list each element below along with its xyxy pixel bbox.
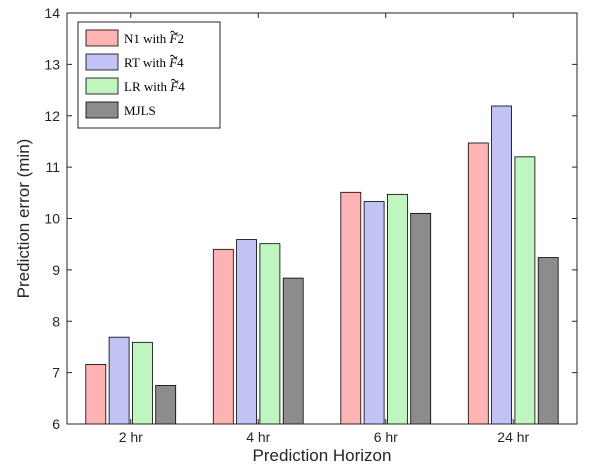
bar-1-3	[491, 105, 513, 425]
bar-0-2	[340, 191, 362, 425]
x-axis: 2 hr 4 hr 6 hr 24 hr	[119, 13, 530, 445]
legend-label-symbol: F	[169, 31, 179, 46]
bar-0-1	[212, 248, 234, 425]
legend-label-0: N1 with F2	[124, 31, 184, 46]
legend-label-main: MJLS	[124, 103, 156, 118]
x-tick-label: 6 hr	[374, 429, 398, 445]
y-axis: 6 7 8 9 10 11 12 13 14	[44, 5, 577, 432]
y-tick-label: 14	[44, 5, 60, 21]
legend-label-subscript: 4	[177, 55, 184, 70]
y-tick-label: 7	[52, 365, 60, 381]
bar-1-1	[236, 239, 258, 425]
y-tick-label: 12	[44, 108, 60, 124]
x-axis-label: Prediction Horizon	[253, 446, 392, 465]
bar-1-2	[363, 201, 385, 425]
bar-3-3	[537, 257, 559, 425]
legend-label-symbol: F	[168, 55, 178, 70]
legend-swatch-3	[85, 101, 119, 119]
tilde-accent	[170, 30, 179, 35]
bar-3-1	[282, 277, 304, 425]
legend-label-subscript: 2	[177, 31, 184, 46]
bar-2-3	[514, 156, 536, 425]
legend-swatch-2	[85, 77, 119, 95]
legend-label-main: N1 with	[124, 31, 170, 46]
legend-label-1: RT with F4	[124, 55, 184, 70]
bar-0-3	[467, 142, 489, 425]
bar-0-0	[85, 364, 107, 425]
bar-2-1	[259, 243, 281, 425]
y-axis-label: Prediction error (min)	[14, 139, 33, 299]
bars-group	[85, 105, 559, 425]
legend-label-symbol: F	[169, 79, 179, 94]
x-tick-label: 4 hr	[246, 429, 270, 445]
tilde-accent	[170, 78, 179, 83]
x-tick-label: 2 hr	[119, 429, 143, 445]
legend-label-subscript: 4	[178, 79, 185, 94]
y-tick-label: 10	[44, 211, 60, 227]
x-tick-label: 24 hr	[497, 429, 529, 445]
bar-3-0	[155, 385, 177, 425]
legend-label-3: MJLS	[124, 103, 156, 118]
legend-label-2: LR with F4	[124, 79, 185, 94]
tilde-accent	[169, 54, 178, 59]
y-tick-label: 9	[52, 262, 60, 278]
y-tick-label: 13	[44, 56, 60, 72]
legend-label-main: RT with	[124, 55, 169, 70]
bar-2-0	[131, 341, 153, 425]
bar-2-2	[386, 193, 408, 425]
y-tick-label: 8	[52, 313, 60, 329]
bar-3-2	[410, 212, 432, 425]
legend-swatch-0	[85, 29, 119, 47]
y-tick-label: 6	[52, 416, 60, 432]
legend-label-main: LR with	[124, 79, 170, 94]
y-tick-label: 11	[45, 159, 60, 175]
legend-swatch-1	[85, 53, 119, 71]
bar-1-0	[108, 336, 130, 425]
